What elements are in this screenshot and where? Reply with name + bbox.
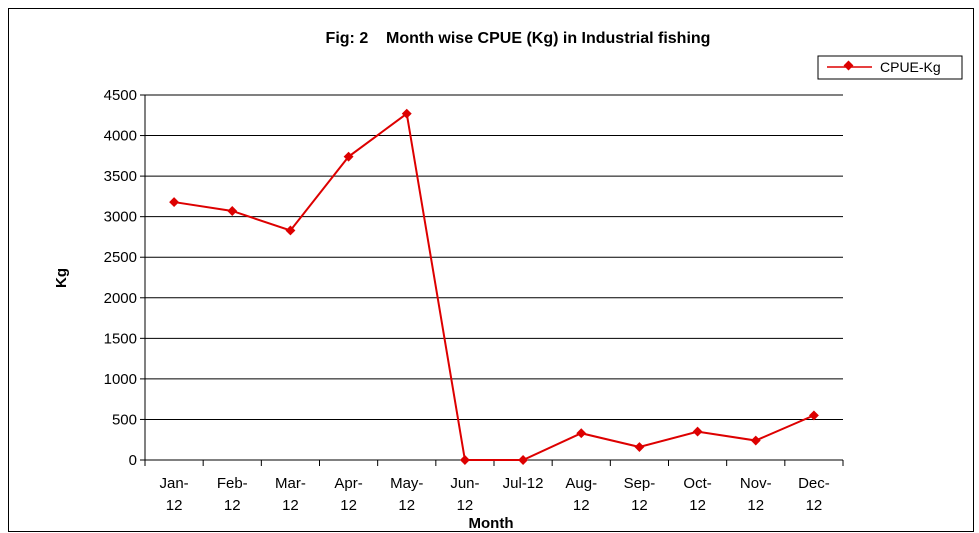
chart-title: Fig: 2 Month wise CPUE (Kg) in Industria… [326,30,711,47]
x-tick-label: Jun-12 [450,475,479,514]
data-point-marker [227,206,237,216]
gridlines [140,95,843,466]
x-axis-title: Month [469,515,514,532]
y-tick-label: 2000 [104,290,137,307]
y-axis-title: Kg [53,268,70,288]
x-tick-label: Nov-12 [740,475,772,514]
x-tick-label: Jul-12 [503,475,544,492]
x-tick-label: Apr-12 [334,475,362,514]
data-point-marker [518,455,528,465]
series-layer [169,109,819,465]
x-tick-label: Dec-12 [798,475,830,514]
y-tick-label: 3000 [104,209,137,226]
y-tick-label: 3500 [104,168,137,185]
y-tick-label: 2500 [104,249,137,266]
y-tick-label: 1500 [104,330,137,347]
data-point-marker [751,436,761,446]
legend-label: CPUE-Kg [880,59,941,75]
x-axis-ticks: Jan-12 Feb-12 Mar-12 Apr-12 May-12 Jun-12 Jul-… [159,475,829,514]
legend: CPUE-Kg [818,56,962,79]
data-point-marker [693,427,703,437]
y-tick-label: 0 [129,452,137,469]
x-tick-label: Mar-12 [275,475,306,514]
data-point-marker [809,410,819,420]
data-point-marker [169,197,179,207]
x-tick-label: Aug-12 [565,475,597,514]
x-tick-label: Oct-12 [683,475,711,514]
y-axis-ticks: 0 500 1000 1500 2000 2500 3000 3500 4000 4500 [104,87,137,469]
x-tick-label: Jan-12 [159,475,188,514]
data-point-marker [576,428,586,438]
y-tick-label: 4500 [104,87,137,104]
y-tick-label: 1000 [104,371,137,388]
x-tick-label: Feb-12 [217,475,248,514]
y-tick-label: 4000 [104,128,137,145]
y-tick-label: 500 [112,411,137,428]
data-point-marker [460,455,470,465]
data-point-marker [634,442,644,452]
series-line [174,114,814,460]
x-tick-label: Sep-12 [624,475,656,514]
x-tick-label: May-12 [390,475,423,514]
